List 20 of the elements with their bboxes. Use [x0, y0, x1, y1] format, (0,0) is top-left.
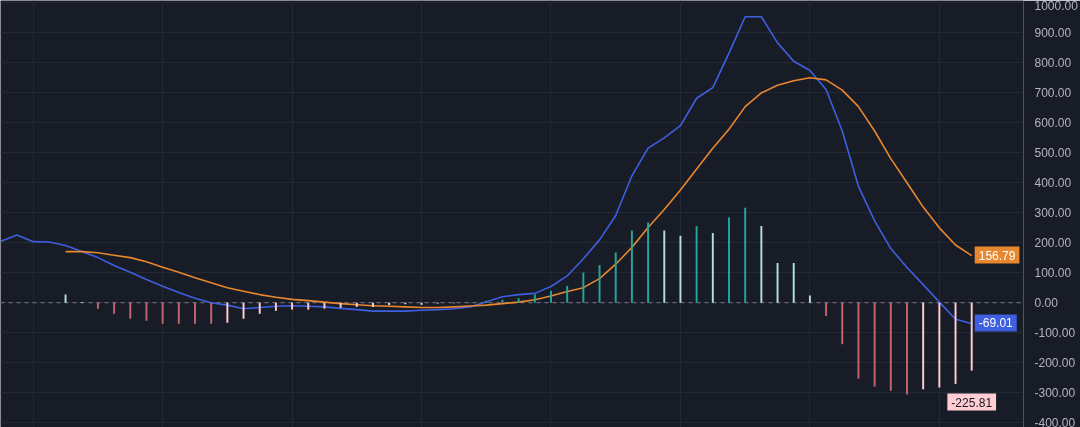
y-tick-label: 900.00	[1034, 25, 1072, 40]
data-label: -69.01	[978, 316, 1014, 331]
data-label: -225.81	[951, 395, 993, 410]
y-tick-label: 0.00	[1034, 296, 1059, 311]
y-tick-label: -100.00	[1034, 326, 1076, 341]
y-tick-label: -200.00	[1034, 356, 1076, 371]
y-tick-label: 800.00	[1034, 55, 1072, 70]
line-series	[64, 76, 973, 309]
y-tick-label: 700.00	[1034, 85, 1072, 100]
y-tick-label: 300.00	[1034, 206, 1072, 220]
y-tick-label: 600.00	[1034, 115, 1072, 130]
y-tick-label: 500.00	[1034, 145, 1072, 160]
y-tick-label: 200.00	[1034, 236, 1072, 251]
line-series	[0, 15, 973, 325]
data-label: 156.79	[978, 248, 1016, 263]
y-tick-label: 400.00	[1034, 175, 1072, 190]
y-tick-label: -300.00	[1034, 386, 1076, 401]
y-tick-label: -400.00	[1034, 416, 1076, 427]
y-tick-label: 1000.00	[1034, 0, 1079, 13]
y-tick-label: 100.00	[1034, 266, 1072, 281]
